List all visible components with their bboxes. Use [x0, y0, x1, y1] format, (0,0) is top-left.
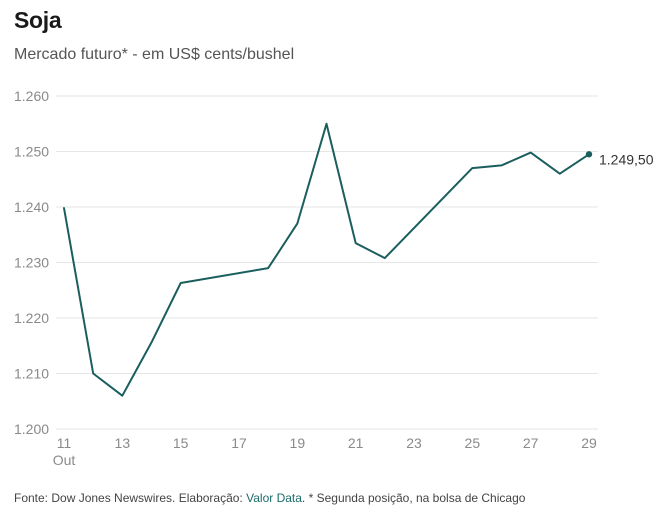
x-tick-label: 25	[465, 435, 481, 451]
x-month-label: Out	[53, 452, 76, 468]
footer-note: . * Segunda posição, na bolsa de Chicago	[301, 491, 526, 505]
last-value-label: 1.249,50	[599, 151, 654, 167]
last-point-marker	[585, 151, 593, 158]
x-tick-label: 17	[231, 435, 247, 451]
y-tick-label: 1.200	[14, 421, 49, 437]
chart-footer: Fonte: Dow Jones Newswires. Elaboração: …	[14, 491, 525, 505]
chart-title: Soja	[14, 7, 62, 33]
x-tick-label: 21	[348, 435, 364, 451]
chart-subtitle: Mercado futuro* - em US$ cents/bushel	[14, 46, 295, 63]
x-tick-label: 13	[115, 435, 131, 451]
y-tick-label: 1.260	[14, 88, 49, 104]
x-tick-label: 29	[581, 435, 597, 451]
y-tick-label: 1.210	[14, 366, 49, 382]
x-tick-label: 27	[523, 435, 539, 451]
y-tick-label: 1.220	[14, 310, 49, 326]
x-tick-label: 11	[57, 435, 72, 451]
footer-source: Fonte: Dow Jones Newswires. Elaboração:	[14, 491, 247, 505]
y-tick-label: 1.250	[14, 144, 49, 160]
x-tick-label: 15	[173, 435, 189, 451]
x-tick-label: 19	[290, 435, 306, 451]
y-tick-label: 1.230	[14, 255, 49, 271]
y-tick-label: 1.240	[14, 199, 49, 215]
footer-link-valor-data[interactable]: Valor Data	[246, 491, 302, 505]
series-line-soja	[63, 122, 590, 397]
x-tick-label: 23	[406, 435, 422, 451]
